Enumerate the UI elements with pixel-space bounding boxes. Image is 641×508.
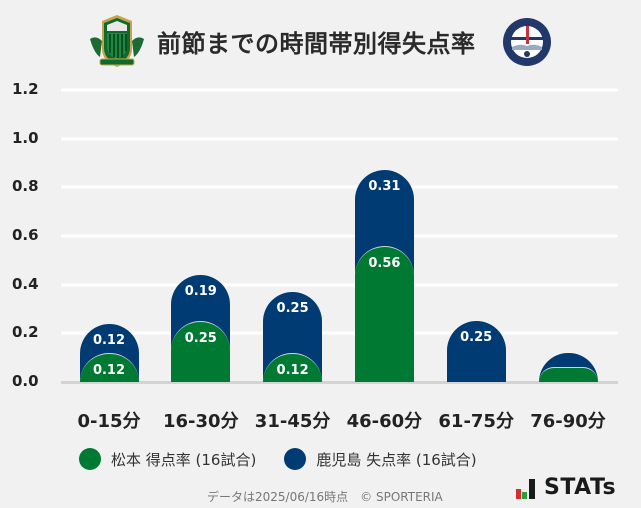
stacked-bar: 0.25 0.12 [263,0,323,400]
value-label-home: 0.12 [92,362,126,378]
gridline [61,283,618,287]
stats-brand-text: STATs [544,475,617,500]
legend-away-label: 鹿児島 失点率 (16試合) [316,450,477,469]
gridline [61,185,618,189]
chart-legend: 松本 得点率 (16試合) 鹿児島 失点率 (16試合) [79,448,505,470]
y-tick-label: 1.0 [12,128,39,147]
legend-home-label: 松本 得点率 (16試合) [111,450,257,469]
y-tick-label: 0.4 [12,274,39,293]
away-team-crest-icon [502,17,552,67]
value-label-away: 0.19 [184,283,217,299]
stacked-bar: 0.19 0.25 [171,0,231,400]
stats-brand-logo: STATs [516,477,616,499]
chart-header: 前節までの時間帯別得失点率 [0,0,641,80]
value-label-away: 0.31 [368,179,401,195]
x-category-label: 46-60分 [346,411,423,432]
value-label-away: 0.12 [92,332,126,348]
bar-segment-home [538,367,598,382]
gridline [61,137,618,140]
gridline [61,234,618,238]
value-label-home: 0.25 [184,331,217,347]
gridline [61,88,618,92]
x-category-label: 76-90分 [530,411,606,432]
bar-segment-home [171,321,231,382]
home-team-crest-icon [86,13,148,71]
y-tick-label: 0.2 [12,323,39,342]
y-tick-label: 1.2 [12,79,39,98]
bar-segment-home [354,245,414,382]
x-category-label: 0-15分 [77,411,141,432]
bar-segment-away [446,321,506,382]
stacked-bar: 0.31 0.56 [354,0,414,400]
value-label-home: 0.56 [368,255,401,271]
x-category-label: 61-75分 [438,411,514,432]
legend-item-away: 鹿児島 失点率 (16試合) [284,448,477,470]
y-tick-label: 0.6 [12,225,39,244]
x-axis-baseline [61,381,618,384]
chart-plot-area: 0.0 0.2 0.4 0.6 0.8 1.0 1.2 0.12 0.12 0-15分 0.19 0.… [12,0,618,432]
x-category-label: 31-45分 [254,411,331,432]
away-color-swatch-icon [284,448,307,470]
data-source-note: データは2025/06/16時点 © SPORTERIA [207,490,443,504]
value-label-away: 0.25 [460,330,493,346]
x-category-label: 16-30分 [163,411,239,432]
value-label-home: 0.12 [276,362,309,378]
home-color-swatch-icon [79,448,101,470]
value-label-away: 0.25 [276,300,309,316]
legend-item-home: 松本 得点率 (16試合) [79,448,256,470]
stacked-bar: 0.25 [446,0,506,400]
gridline [61,331,618,335]
y-tick-label: 0.0 [12,372,39,390]
stats-bars-icon [516,479,535,499]
stacked-bar: 0.12 0.12 [79,0,139,400]
chart-title: 前節までの時間帯別得失点率 [157,30,476,58]
stacked-bar [538,0,598,400]
y-tick-label: 0.8 [12,177,39,196]
